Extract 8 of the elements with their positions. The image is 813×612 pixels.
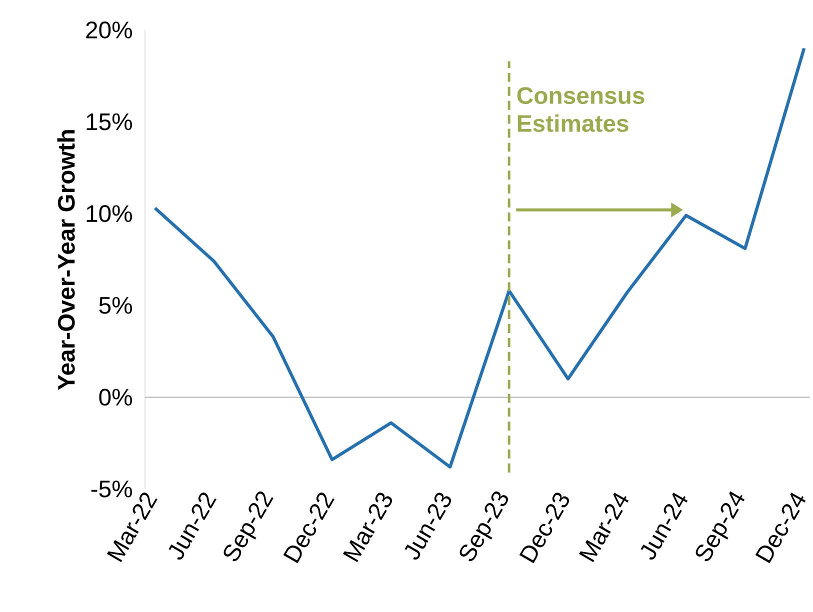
y-axis-title: Year-Over-Year Growth: [57, 130, 75, 390]
y-tick-label: 5%: [99, 296, 132, 314]
y-tick-label: 10%: [86, 205, 132, 222]
y-tick-label: 0%: [99, 388, 132, 406]
ref-line-label: Consensus Estimates: [517, 87, 644, 132]
line-series: [153, 46, 806, 469]
y-tick-label: 20%: [86, 22, 132, 38]
y-tick-label: 15%: [86, 113, 132, 130]
